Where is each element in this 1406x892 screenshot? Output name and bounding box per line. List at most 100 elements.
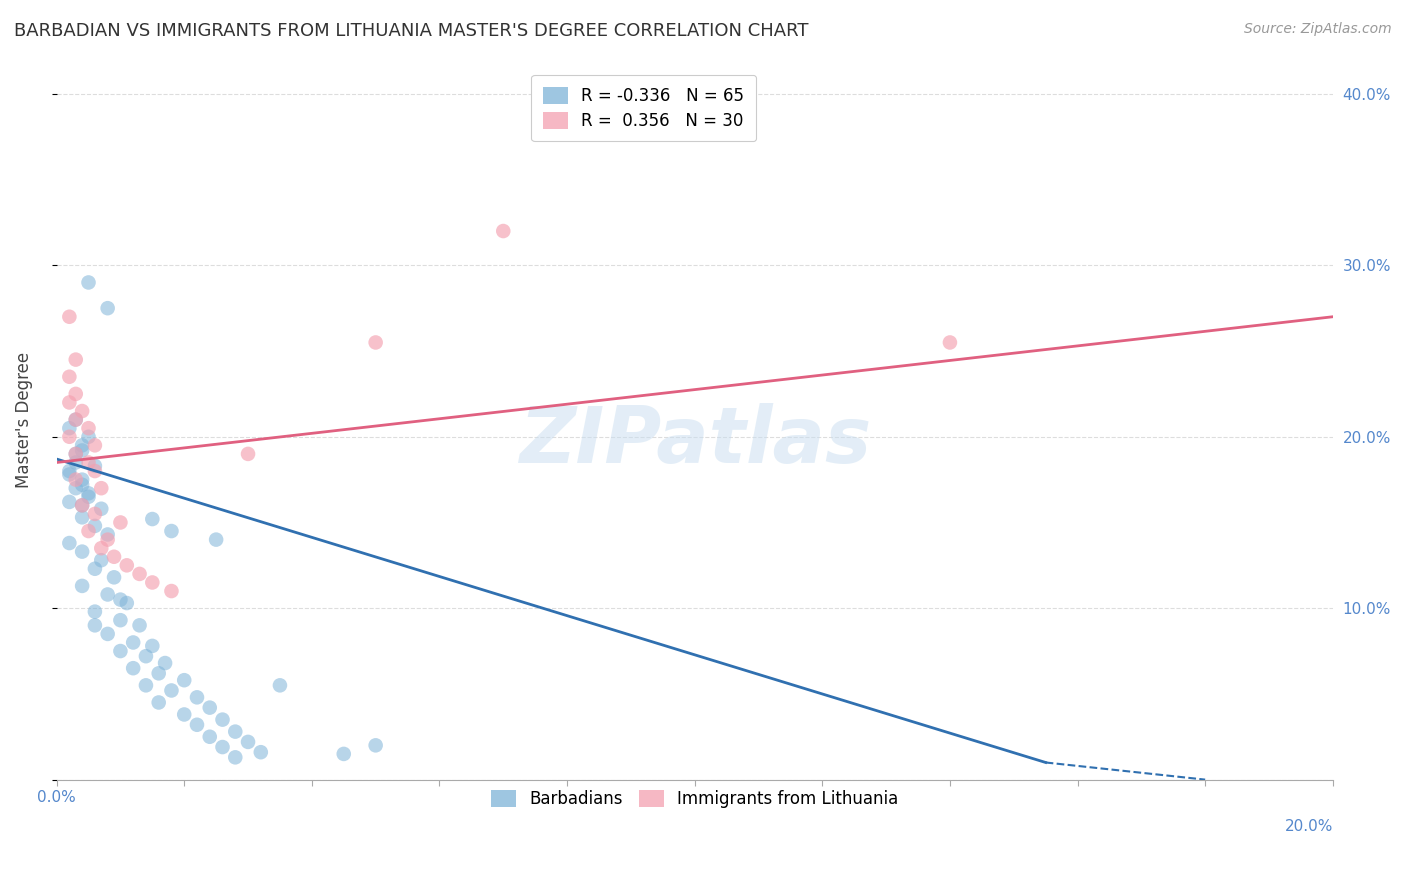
Point <box>83 618 105 632</box>
Point <box>83 562 105 576</box>
Point <box>939 335 962 350</box>
Point <box>236 735 259 749</box>
Point <box>97 627 120 641</box>
Point <box>58 495 80 509</box>
Text: BARBADIAN VS IMMIGRANTS FROM LITHUANIA MASTER'S DEGREE CORRELATION CHART: BARBADIAN VS IMMIGRANTS FROM LITHUANIA M… <box>14 22 808 40</box>
Point <box>70 443 93 458</box>
Point <box>364 335 387 350</box>
Point <box>103 549 125 564</box>
Point <box>110 516 132 530</box>
Point <box>77 486 100 500</box>
Point <box>65 412 87 426</box>
Point <box>65 473 87 487</box>
Point <box>186 690 208 705</box>
Point <box>90 541 112 556</box>
Point <box>110 613 132 627</box>
Point <box>70 477 93 491</box>
Point <box>65 455 87 469</box>
Point <box>249 745 271 759</box>
Point <box>58 369 80 384</box>
Text: Source: ZipAtlas.com: Source: ZipAtlas.com <box>1244 22 1392 37</box>
Point <box>186 718 208 732</box>
Point <box>58 467 80 482</box>
Point <box>236 447 259 461</box>
Point <box>90 553 112 567</box>
Point <box>364 739 387 753</box>
Point <box>77 524 100 538</box>
Point <box>70 544 93 558</box>
Point <box>90 481 112 495</box>
Point <box>83 458 105 473</box>
Point <box>97 301 120 315</box>
Point <box>160 584 183 599</box>
Point <box>115 596 138 610</box>
Point <box>332 747 354 761</box>
Point <box>122 661 145 675</box>
Point <box>77 455 100 469</box>
Point <box>211 713 233 727</box>
Point <box>198 730 221 744</box>
Point <box>103 570 125 584</box>
Point <box>224 750 246 764</box>
Point <box>65 481 87 495</box>
Text: 20.0%: 20.0% <box>1285 819 1333 834</box>
Point <box>58 395 80 409</box>
Point <box>110 592 132 607</box>
Point <box>83 507 105 521</box>
Point <box>90 501 112 516</box>
Point <box>122 635 145 649</box>
Point <box>70 579 93 593</box>
Point <box>65 352 87 367</box>
Point <box>153 656 176 670</box>
Point <box>141 575 163 590</box>
Point <box>224 724 246 739</box>
Point <box>198 700 221 714</box>
Point <box>128 566 150 581</box>
Text: ZIPatlas: ZIPatlas <box>519 403 870 479</box>
Point <box>58 310 80 324</box>
Point <box>77 276 100 290</box>
Point <box>160 683 183 698</box>
Legend: Barbadians, Immigrants from Lithuania: Barbadians, Immigrants from Lithuania <box>481 780 908 818</box>
Point <box>77 430 100 444</box>
Point <box>58 464 80 478</box>
Point <box>65 387 87 401</box>
Point <box>148 666 170 681</box>
Point <box>70 438 93 452</box>
Point <box>65 447 87 461</box>
Point <box>128 618 150 632</box>
Point <box>70 473 93 487</box>
Point <box>70 499 93 513</box>
Point <box>83 605 105 619</box>
Point <box>70 404 93 418</box>
Point <box>65 447 87 461</box>
Point <box>160 524 183 538</box>
Point <box>83 438 105 452</box>
Point <box>77 490 100 504</box>
Point <box>135 678 157 692</box>
Y-axis label: Master's Degree: Master's Degree <box>15 351 32 488</box>
Point <box>173 707 195 722</box>
Point <box>83 519 105 533</box>
Point <box>492 224 515 238</box>
Point <box>211 740 233 755</box>
Point <box>141 639 163 653</box>
Point <box>58 536 80 550</box>
Point <box>97 587 120 601</box>
Point <box>269 678 291 692</box>
Point <box>65 412 87 426</box>
Point <box>58 430 80 444</box>
Point <box>83 464 105 478</box>
Point <box>58 421 80 435</box>
Point <box>135 649 157 664</box>
Point <box>77 421 100 435</box>
Point <box>173 673 195 688</box>
Point <box>115 558 138 573</box>
Point <box>141 512 163 526</box>
Point <box>70 499 93 513</box>
Point <box>148 696 170 710</box>
Point <box>97 533 120 547</box>
Point <box>205 533 228 547</box>
Point <box>110 644 132 658</box>
Point <box>70 510 93 524</box>
